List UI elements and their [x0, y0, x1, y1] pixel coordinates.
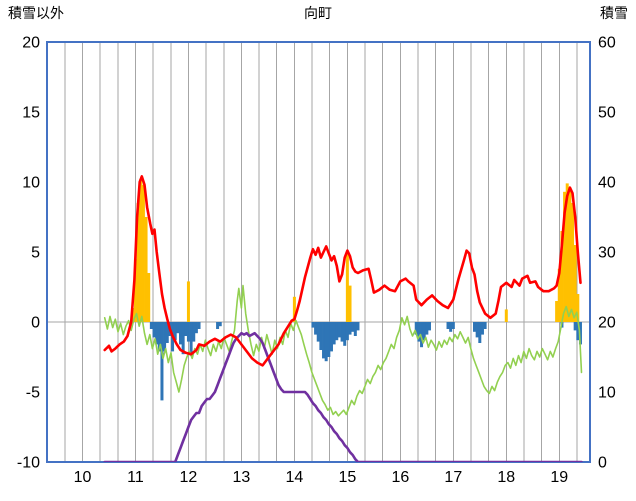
svg-text:10: 10 — [22, 175, 40, 192]
svg-text:15: 15 — [338, 469, 356, 486]
right-axis-title: 積雪 — [600, 5, 628, 21]
svg-text:11: 11 — [127, 469, 144, 486]
series-green-line — [103, 284, 583, 417]
svg-text:17: 17 — [444, 469, 462, 486]
svg-text:60: 60 — [598, 35, 616, 52]
svg-text:-10: -10 — [17, 455, 40, 472]
svg-text:50: 50 — [598, 105, 616, 122]
svg-text:10: 10 — [74, 469, 92, 486]
svg-text:40: 40 — [598, 175, 616, 192]
svg-text:0: 0 — [31, 315, 40, 332]
y-axis-right-labels: 60 50 40 30 20 10 0 — [598, 35, 616, 472]
svg-text:-5: -5 — [26, 385, 40, 402]
svg-text:19: 19 — [550, 469, 568, 486]
svg-text:10: 10 — [598, 385, 616, 402]
chart-title: 向町 — [304, 5, 332, 21]
svg-text:0: 0 — [598, 455, 607, 472]
x-axis-labels: 10 11 12 13 14 15 16 17 18 19 — [74, 469, 569, 486]
series-blue-bars — [149, 322, 582, 401]
svg-text:5: 5 — [31, 245, 40, 262]
series-orange-bars — [131, 179, 580, 322]
y-axis-left-labels: 20 15 10 5 0 -5 -10 — [17, 35, 40, 472]
svg-text:20: 20 — [598, 315, 616, 332]
svg-text:13: 13 — [233, 469, 251, 486]
svg-text:12: 12 — [180, 469, 198, 486]
svg-text:14: 14 — [285, 469, 303, 486]
series-purple-line — [103, 331, 583, 462]
svg-text:15: 15 — [22, 105, 40, 122]
plot-frame — [46, 41, 591, 463]
svg-text:30: 30 — [598, 245, 616, 262]
series-red-line — [103, 175, 582, 367]
svg-text:18: 18 — [497, 469, 515, 486]
left-axis-title: 積雪以外 — [8, 5, 64, 21]
svg-text:16: 16 — [391, 469, 409, 486]
series-layer — [103, 175, 583, 462]
svg-text:20: 20 — [22, 35, 40, 52]
